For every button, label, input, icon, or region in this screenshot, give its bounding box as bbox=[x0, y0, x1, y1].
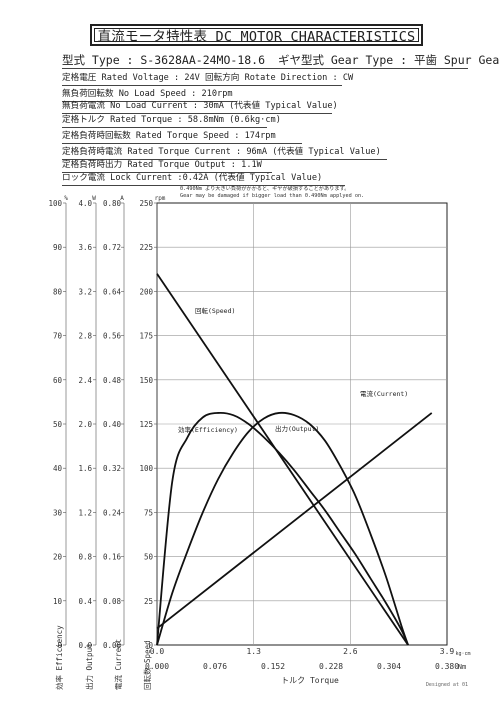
spec-row: ロック電流 Lock Current :0.42A (代表値 Typical V… bbox=[62, 173, 323, 183]
efficiency-tick-label: 70 bbox=[53, 332, 63, 341]
current-series-line bbox=[156, 412, 433, 630]
spec-row: 定格電圧 Rated Voltage : 24V 回転方向 Rotate Dir… bbox=[62, 73, 354, 83]
torque-kgcm-tick-label: 0.0 bbox=[150, 647, 165, 656]
current-axis-title: 電流 Current bbox=[113, 639, 123, 690]
torque-nm-tick-label: 0.380 bbox=[435, 662, 459, 671]
speed-tick-label: 175 bbox=[139, 332, 153, 341]
output-tick-label: 1.2 bbox=[78, 508, 92, 517]
speed-tick-label: 100 bbox=[139, 464, 153, 473]
current-tick-label: 0.00 bbox=[103, 641, 122, 650]
current-tick-label: 0.72 bbox=[103, 243, 121, 252]
spec-underline bbox=[62, 127, 267, 128]
model-row: 型式 Type : S-3628AA-24MO-18.6 ギヤ型式 Gear T… bbox=[62, 53, 500, 67]
output-tick-label: 2.8 bbox=[78, 332, 92, 341]
spec-row: 無負荷電流 No Load Current : 30mA (代表値 Typica… bbox=[62, 101, 338, 111]
torque-axis-title: トルク Torque bbox=[281, 676, 339, 685]
efficiency-tick-label: 60 bbox=[53, 376, 63, 385]
torque-kgcm-tick-label: 1.3 bbox=[246, 647, 261, 656]
speed-tick-label: 25 bbox=[144, 597, 153, 606]
current-tick-label: 0.16 bbox=[103, 553, 122, 562]
spec-row: 定格負荷時電流 Rated Torque Current : 96mA (代表値… bbox=[62, 147, 381, 157]
current-tick-label: 0.64 bbox=[103, 287, 122, 296]
output-tick-label: 3.6 bbox=[78, 243, 92, 252]
spec-row: 定格負荷時回転数 Rated Torque Speed : 174rpm bbox=[62, 131, 276, 141]
efficiency-series-label: 効率(Efficiency) bbox=[178, 425, 238, 434]
speed-tick-label: 125 bbox=[139, 420, 153, 429]
spec-row: 無負荷回転数 No Load Speed : 210rpm bbox=[62, 89, 233, 99]
efficiency-tick-label: 50 bbox=[53, 420, 63, 429]
model-label: 型式 Type : S-3628AA-24MO-18.6 bbox=[62, 53, 266, 67]
spec-underline bbox=[62, 172, 272, 173]
spec-underline bbox=[62, 185, 345, 186]
speed-tick-label: 50 bbox=[144, 553, 154, 562]
current-unit: A bbox=[120, 195, 124, 202]
output-axis-title: 出力 Output bbox=[84, 643, 94, 690]
page-title: 直流モータ特性表 DC MOTOR CHARACTERISTICS bbox=[94, 28, 419, 45]
torque-nm-tick-label: 0.000 bbox=[145, 662, 169, 671]
output-series-line bbox=[156, 411, 409, 646]
model-underline bbox=[62, 68, 468, 69]
speed-unit: rpm bbox=[155, 195, 166, 202]
spec-underline bbox=[62, 85, 342, 86]
current-series-label: 電流(Current) bbox=[360, 389, 408, 398]
efficiency-axis-title: 効率 Efficiency bbox=[54, 625, 64, 690]
current-tick-label: 0.80 bbox=[103, 199, 122, 208]
torque-kgcm-unit: kg·cm bbox=[455, 651, 470, 657]
efficiency-unit: % bbox=[64, 195, 68, 202]
spec-underline bbox=[62, 101, 237, 102]
torque-nm-tick-label: 0.304 bbox=[377, 662, 401, 671]
output-tick-label: 0.8 bbox=[78, 553, 92, 562]
efficiency-tick-label: 40 bbox=[53, 464, 63, 473]
spec-row: 定格トルク Rated Torque : 58.8mNm (0.6kg·cm) bbox=[62, 115, 281, 125]
current-tick-label: 0.40 bbox=[103, 420, 122, 429]
gear-warning-jp: 0.490Nm より大きい負荷がかかると、ギヤが破損することがあります。 bbox=[180, 186, 350, 192]
torque-kgcm-tick-label: 2.6 bbox=[343, 647, 358, 656]
spec-row: 定格負荷時出力 Rated Torque Output : 1.1W bbox=[62, 160, 262, 170]
output-unit: W bbox=[92, 195, 96, 202]
speed-tick-label: 150 bbox=[139, 376, 153, 385]
efficiency-tick-label: 10 bbox=[53, 597, 63, 606]
torque-kgcm-tick-label: 3.9 bbox=[440, 647, 455, 656]
output-tick-label: 2.4 bbox=[78, 376, 92, 385]
efficiency-tick-label: 80 bbox=[53, 287, 63, 296]
speed-axis-title: 回転数 Speed bbox=[142, 640, 152, 690]
torque-nm-tick-label: 0.076 bbox=[203, 662, 227, 671]
spec-underline bbox=[62, 143, 302, 144]
torque-nm-tick-label: 0.228 bbox=[319, 662, 343, 671]
torque-nm-tick-label: 0.152 bbox=[261, 662, 285, 671]
speed-tick-label: 225 bbox=[139, 243, 153, 252]
output-tick-label: 0.0 bbox=[78, 641, 92, 650]
efficiency-tick-label: 20 bbox=[53, 553, 63, 562]
spec-underline bbox=[62, 113, 332, 114]
title-frame: 直流モータ特性表 DC MOTOR CHARACTERISTICS bbox=[90, 24, 423, 46]
current-tick-label: 0.56 bbox=[103, 332, 122, 341]
efficiency-tick-label: 0 bbox=[57, 641, 62, 650]
efficiency-tick-label: 90 bbox=[53, 243, 63, 252]
efficiency-tick-label: 30 bbox=[53, 508, 63, 517]
output-series-label: 出力(Output) bbox=[275, 424, 319, 433]
output-tick-label: 4.0 bbox=[78, 199, 92, 208]
current-tick-label: 0.24 bbox=[103, 508, 122, 517]
output-tick-label: 0.4 bbox=[78, 597, 92, 606]
speed-tick-label: 75 bbox=[144, 508, 153, 517]
efficiency-tick-label: 100 bbox=[48, 199, 62, 208]
output-tick-label: 3.2 bbox=[78, 287, 92, 296]
gear-type-label: ギヤ型式 Gear Type : 平歯 Spur Gear bbox=[277, 53, 500, 67]
output-tick-label: 2.0 bbox=[78, 420, 92, 429]
speed-tick-label: 250 bbox=[139, 199, 153, 208]
current-tick-label: 0.48 bbox=[103, 376, 122, 385]
gear-warning-en: Gear may be damaged if bigger load than … bbox=[180, 193, 365, 199]
spec-underline bbox=[62, 159, 387, 160]
efficiency-series-line bbox=[156, 411, 409, 646]
torque-nm-unit: Nm bbox=[458, 663, 466, 671]
current-tick-label: 0.32 bbox=[103, 464, 121, 473]
footer-note: Designed at 01 bbox=[425, 682, 468, 688]
output-tick-label: 1.6 bbox=[78, 464, 92, 473]
speed-series-line bbox=[156, 273, 409, 646]
speed-tick-label: 200 bbox=[139, 287, 153, 296]
speed-tick-label: 0 bbox=[148, 641, 153, 650]
current-tick-label: 0.08 bbox=[103, 597, 122, 606]
speed-series-label: 回転(Speed) bbox=[195, 307, 235, 315]
